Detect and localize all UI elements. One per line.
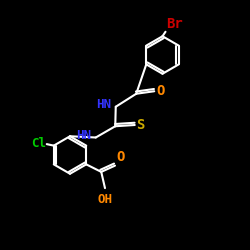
Text: Br: Br [166,17,183,31]
Text: HN: HN [96,98,111,111]
Text: S: S [136,118,145,132]
Text: OH: OH [98,193,112,205]
Text: HN: HN [76,129,91,142]
Text: O: O [156,84,164,98]
Text: O: O [116,150,124,164]
Text: Cl: Cl [31,137,46,150]
